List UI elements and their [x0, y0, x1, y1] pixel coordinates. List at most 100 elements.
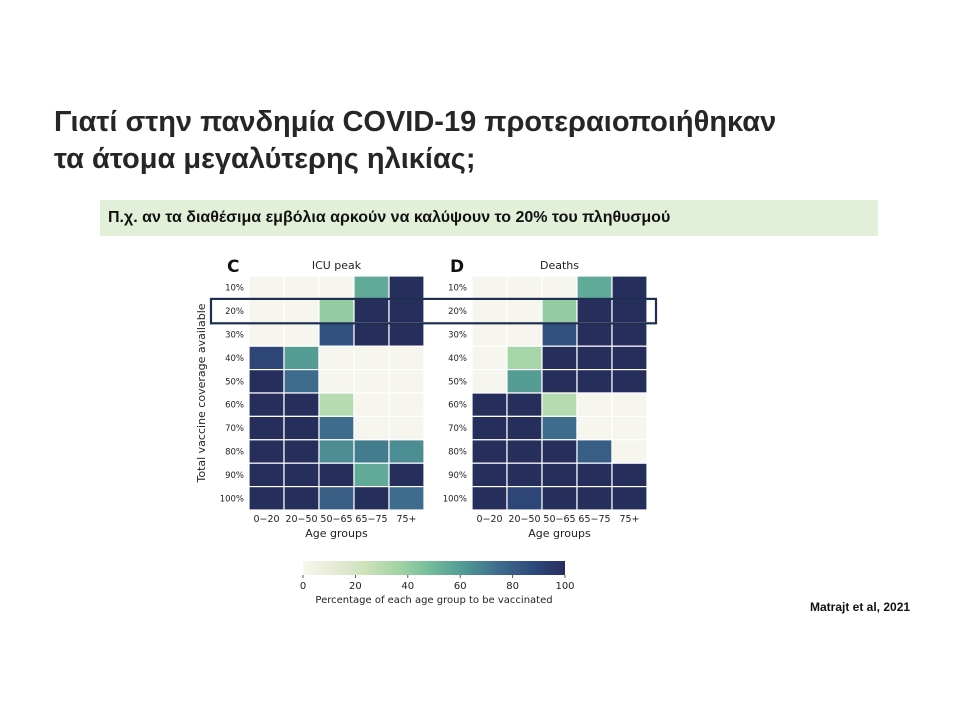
example-callout: Π.χ. αν τα διαθέσιμα εμβόλια αρκούν να κ…	[100, 200, 878, 236]
y-tick-label: 60%	[448, 401, 467, 411]
y-tick-label: 70%	[448, 424, 467, 434]
heatmap-cell	[248, 392, 285, 417]
y-tick-label: 20%	[448, 307, 467, 317]
vaccine-allocation-heatmap-figure: C ICU peak 10% 20% 30% 40% 50% 60% 70% 80% 90% 100%…	[195, 257, 658, 606]
colorbar-tick-label: 100	[555, 581, 574, 592]
x-tick-label: 65−75	[355, 514, 387, 525]
heatmap-cell	[576, 462, 613, 488]
heatmap-cell	[541, 275, 578, 300]
heatmap-cell	[248, 439, 285, 464]
heatmap-cell	[611, 345, 648, 371]
heatmap-cell	[576, 392, 613, 417]
heatmap-cell	[353, 345, 390, 371]
heatmap-cell	[388, 368, 425, 394]
heatmap-cell	[541, 322, 578, 347]
y-tick-label: 50%	[225, 377, 244, 387]
heatmap-cell	[471, 345, 508, 371]
citation: Matrajt et al, 2021	[810, 600, 911, 614]
y-tick-label: 30%	[448, 331, 467, 341]
heatmap-cell	[388, 345, 425, 371]
heatmap-cell	[541, 439, 578, 464]
heatmap-cell	[353, 415, 390, 441]
heatmap-cell	[611, 486, 648, 511]
heatmap-cell	[506, 486, 543, 511]
heatmap-cell	[388, 298, 425, 324]
x-tick-label: 0−20	[476, 514, 502, 525]
heatmap-cell	[283, 439, 320, 464]
heatmap-cell	[471, 275, 508, 300]
heatmap-cell	[576, 368, 613, 394]
heatmap-cell	[353, 275, 390, 300]
y-tick-label: 20%	[225, 307, 244, 317]
heatmap-cell	[283, 298, 320, 324]
heatmap-cell	[248, 486, 285, 511]
heatmap-cell	[611, 322, 648, 347]
heatmap-cell	[576, 345, 613, 371]
heatmap-cell	[283, 462, 320, 488]
heatmap-cell	[353, 392, 390, 417]
heatmap-cell	[353, 368, 390, 394]
heatmap-cell	[318, 415, 355, 441]
heatmap-cell	[471, 486, 508, 511]
y-tick-label: 70%	[225, 424, 244, 434]
heatmap-cell	[471, 298, 508, 324]
y-tick-label: 50%	[448, 377, 467, 387]
y-tick-label: 90%	[225, 471, 244, 481]
heatmap-cell	[283, 486, 320, 511]
heatmap-cell	[248, 368, 285, 394]
slide-title-line-2: τα άτομα μεγαλύτερης ηλικίας;	[54, 143, 476, 175]
panel-letter: C	[227, 257, 239, 277]
heatmap-cell	[576, 415, 613, 441]
colorbar-tick-label: 0	[300, 581, 306, 592]
heatmap-cell	[388, 486, 425, 511]
heatmap-cell	[611, 439, 648, 464]
heatmap-cell	[353, 298, 390, 324]
heatmap-cell	[541, 462, 578, 488]
y-tick-label: 40%	[225, 354, 244, 364]
heatmap-cell	[388, 392, 425, 417]
x-tick-label: 0−20	[253, 514, 279, 525]
heatmap-cell	[318, 345, 355, 371]
heatmap-cell	[248, 415, 285, 441]
x-tick-label: 20−50	[285, 514, 317, 525]
heatmap-cell	[388, 275, 425, 300]
y-tick-label: 100%	[443, 494, 467, 504]
heatmap-cell	[248, 298, 285, 324]
colorbar-tick-label: 80	[506, 581, 519, 592]
y-axis-label: Total vaccine coverage available	[195, 303, 208, 483]
x-axis-label: Age groups	[528, 527, 591, 540]
heatmap-cell	[506, 415, 543, 441]
colorbar-tick-label: 60	[454, 581, 467, 592]
heatmap-cell	[611, 392, 648, 417]
colorbar-label: Percentage of each age group to be vacci…	[315, 595, 552, 606]
y-tick-label: 10%	[448, 284, 467, 294]
heatmap-cell	[283, 415, 320, 441]
heatmap-cell	[576, 275, 613, 300]
heatmap-cell	[318, 486, 355, 511]
heatmap-cell	[541, 415, 578, 441]
heatmap-cell	[611, 368, 648, 394]
heatmap-cell	[506, 345, 543, 371]
heatmap-cell	[248, 462, 285, 488]
heatmap-cell	[353, 322, 390, 347]
heatmap-cell	[611, 415, 648, 441]
heatmap-cell	[388, 322, 425, 347]
heatmap-cell	[318, 462, 355, 488]
heatmap-cell	[283, 275, 320, 300]
heatmap-cell	[471, 439, 508, 464]
heatmap-cell	[471, 322, 508, 347]
heatmap-cell	[541, 345, 578, 371]
heatmap-cell	[318, 298, 355, 324]
heatmap-cell	[353, 439, 390, 464]
y-tick-label: 100%	[220, 494, 244, 504]
heatmap-cell	[318, 322, 355, 347]
y-tick-label: 80%	[448, 448, 467, 458]
x-tick-label: 65−75	[578, 514, 610, 525]
heatmap-cell	[471, 415, 508, 441]
x-tick-label: 50−65	[320, 514, 352, 525]
heatmap-cell	[541, 392, 578, 417]
heatmap-cell	[318, 275, 355, 300]
heatmap-cell	[318, 368, 355, 394]
heatmap-cell	[611, 275, 648, 300]
heatmap-cell	[541, 298, 578, 324]
